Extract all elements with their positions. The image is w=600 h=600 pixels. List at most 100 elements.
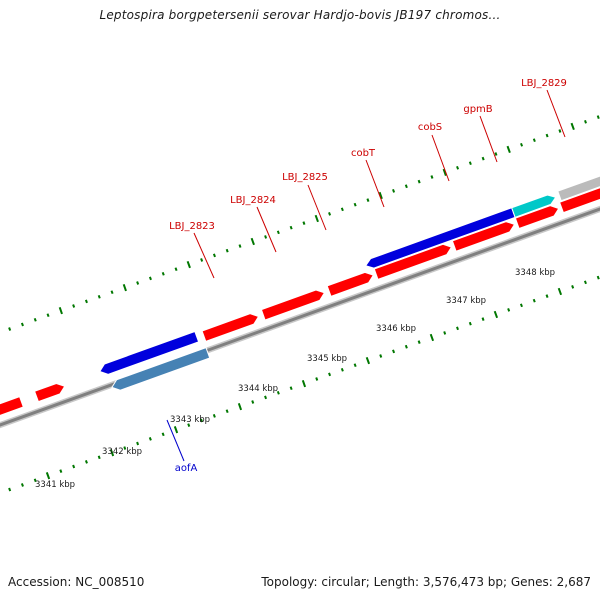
tick-mark-inner <box>33 478 37 483</box>
tick-mark-outer <box>33 317 37 322</box>
tick-mark-inner <box>84 460 88 464</box>
tick-mark-inner <box>468 321 472 326</box>
gene-feature <box>514 205 560 230</box>
map-title: Leptospira borgpetersenii serovar Hardjo… <box>99 8 501 22</box>
backbone <box>0 207 600 427</box>
tick-mark-outer <box>174 267 178 272</box>
tick-mark-inner <box>289 386 293 391</box>
tick-mark-outer <box>20 322 24 327</box>
gene-label-leader <box>546 89 566 138</box>
kbp-label: 3344 kbp <box>238 384 278 394</box>
tick-mark-outer <box>417 179 421 184</box>
tick-mark-inner <box>328 372 332 377</box>
gene-highlighted-cobT <box>364 207 516 269</box>
tick-mark-inner <box>8 487 12 492</box>
tick-mark-outer <box>250 237 255 246</box>
tick-mark-inner <box>301 379 307 388</box>
tick-mark-inner <box>136 441 140 446</box>
gene-other <box>557 175 600 202</box>
tick-mark-inner <box>365 356 371 365</box>
tick-mark-inner <box>187 423 191 427</box>
tick-mark-inner <box>72 464 76 469</box>
tick-mark-inner <box>59 469 63 473</box>
tick-mark-outer <box>430 175 434 179</box>
tick-mark-inner <box>557 287 563 296</box>
tick-mark-inner <box>353 363 357 368</box>
gene-label-leader <box>166 419 185 462</box>
gene-rna-gpmB <box>511 194 557 218</box>
gene-feature <box>326 271 375 297</box>
tick-mark-inner <box>161 432 165 437</box>
kbp-label: 3348 kbp <box>515 268 555 278</box>
tick-mark-outer <box>97 294 101 299</box>
tick-mark-outer <box>225 248 229 253</box>
kbp-label: 3345 kbp <box>307 354 347 364</box>
gene-label: cobT <box>351 148 376 159</box>
tick-mark-inner <box>545 294 549 298</box>
tick-mark-inner <box>456 326 459 331</box>
tick-mark-outer <box>148 276 152 281</box>
gene-label: LBJ_2823 <box>169 221 215 232</box>
tick-mark-inner <box>340 367 344 372</box>
gene-label-leader <box>193 232 215 279</box>
tick-mark-outer <box>289 225 293 230</box>
tick-mark-inner <box>571 285 575 289</box>
tick-mark-outer <box>328 212 332 216</box>
accession-label: Accession: NC_008510 <box>8 575 145 589</box>
tick-mark-inner <box>443 331 447 335</box>
gene-highlighted-aofA <box>111 347 211 391</box>
tick-mark-outer <box>366 198 370 202</box>
tick-mark-inner <box>276 390 280 395</box>
tick-mark-outer <box>212 253 216 258</box>
tick-mark-outer <box>46 313 50 318</box>
tick-mark-outer <box>72 304 76 308</box>
gene-label: LBJ_2824 <box>230 195 276 206</box>
tick-mark-outer <box>238 244 242 248</box>
tick-mark-outer <box>468 161 472 166</box>
tick-mark-inner <box>404 344 408 349</box>
gene-feature <box>451 221 516 252</box>
tick-mark-inner <box>109 449 115 457</box>
tick-mark-inner <box>315 377 319 381</box>
tick-mark-inner <box>237 402 243 411</box>
gene-feature <box>201 313 260 342</box>
tick-mark-outer <box>456 165 460 170</box>
tick-mark-outer <box>122 283 127 292</box>
tick-mark-inner <box>493 310 499 319</box>
kbp-label: 3346 kbp <box>376 324 416 334</box>
tick-mark-outer <box>8 327 12 331</box>
tick-mark-inner <box>379 354 383 358</box>
tick-mark-outer <box>264 235 268 239</box>
tick-mark-outer <box>532 138 536 143</box>
tick-mark-outer <box>353 202 357 207</box>
tick-mark-outer <box>84 299 88 304</box>
tick-mark-inner <box>20 483 24 487</box>
tick-mark-outer <box>584 119 587 124</box>
tick-mark-inner <box>507 308 511 312</box>
tick-mark-inner <box>264 395 268 400</box>
tick-mark-outer <box>545 133 549 138</box>
tick-mark-inner <box>583 280 587 285</box>
kbp-label: 3343 kbp <box>170 415 210 425</box>
tick-mark-inner <box>596 275 600 280</box>
tick-mark-outer <box>276 230 280 235</box>
tick-mark-inner <box>251 400 255 404</box>
gene-label-leader <box>479 115 498 163</box>
tick-mark-inner <box>519 303 523 308</box>
tick-mark-outer <box>302 221 306 225</box>
gene-feature <box>373 243 453 281</box>
tick-mark-inner <box>392 349 396 354</box>
tick-mark-outer <box>378 191 383 200</box>
tick-mark-inner <box>173 426 179 434</box>
tick-mark-outer <box>404 184 408 189</box>
tick-mark-outer <box>442 168 447 177</box>
tick-mark-inner <box>200 418 204 423</box>
kbp-label: 3341 kbp <box>35 480 75 490</box>
tick-mark-inner <box>212 413 216 418</box>
tick-mark-inner <box>532 298 536 303</box>
tick-mark-inner <box>417 340 421 344</box>
tick-mark-outer <box>596 115 600 120</box>
kbp-label: 3347 kbp <box>446 296 486 306</box>
gene-label: LBJ_2825 <box>282 172 328 183</box>
gene-label-leader <box>365 159 385 208</box>
